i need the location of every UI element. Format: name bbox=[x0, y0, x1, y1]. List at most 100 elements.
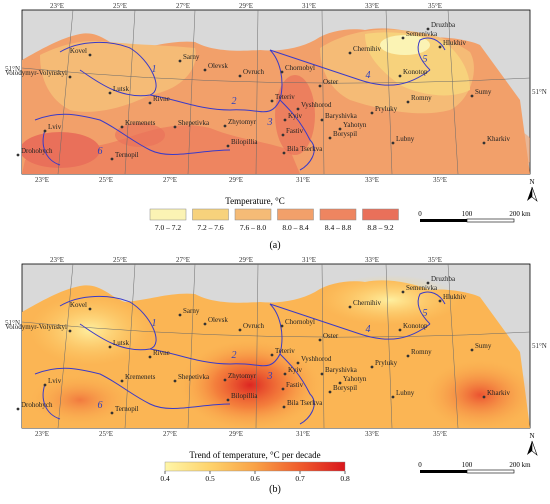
city-marker-shepetivka bbox=[173, 125, 177, 129]
city-marker-bila-tserkva bbox=[282, 151, 286, 155]
legend-a-items: 7.0 – 7.2 7.2 – 7.6 7.6 – 8.0 8.0 – 8.4 8.4 … bbox=[149, 208, 399, 232]
city-label-volodymyr-volynskyi: Volodymyr-Volynskyi bbox=[5, 323, 67, 331]
scalebar-b-tick-0: 0 bbox=[418, 461, 422, 469]
legend-a-label-2: 7.2 – 7.6 bbox=[197, 223, 224, 232]
region-label-5: 5 bbox=[423, 54, 428, 65]
city-marker-olevsk bbox=[203, 68, 207, 72]
scalebar-b-tick-100: 100 bbox=[462, 461, 473, 469]
city-label-baryshivka: Baryshivka bbox=[325, 112, 358, 120]
latitude-label-right: 51°N bbox=[532, 342, 547, 350]
north-arrow-a-arrow-left bbox=[527, 187, 532, 201]
legend-a-swatch-1 bbox=[149, 208, 187, 221]
region-boundaries-b bbox=[34, 291, 446, 425]
city-label-ovruch: Ovruch bbox=[243, 322, 264, 330]
scalebar-b-tick-200-km: 200 km bbox=[509, 461, 531, 469]
scalebar-a-tick-100: 100 bbox=[462, 210, 473, 218]
trend-surface-b bbox=[22, 275, 530, 428]
city-label-hlukhiv: Hlukhiv bbox=[443, 293, 466, 301]
city-marker-vyshhorod bbox=[296, 361, 300, 365]
city-marker-fastiv bbox=[281, 133, 285, 137]
city-marker-olevsk bbox=[203, 322, 207, 326]
city-label-teteriv: Teteriv bbox=[275, 93, 295, 101]
scalebar-a-segment-1 bbox=[420, 219, 467, 222]
city-label-drohobych: Drohobych bbox=[21, 147, 53, 155]
city-marker-baryshivka bbox=[320, 372, 324, 376]
region-label-3: 3 bbox=[267, 371, 273, 382]
legend-a-label-5: 8.4 – 8.8 bbox=[325, 223, 352, 232]
graticule-top-25-e: 25°E bbox=[113, 2, 127, 10]
city-marker-lviv bbox=[43, 129, 47, 133]
city-label-zhytomyr: Zhytomyr bbox=[228, 118, 257, 126]
city-marker-lubny bbox=[391, 395, 395, 399]
zone-8-4-8-8 bbox=[22, 125, 300, 174]
graticule-top-27-e: 27°E bbox=[176, 2, 190, 10]
city-label-ternopil: Ternopil bbox=[115, 405, 139, 413]
graticule-top-29-e: 29°E bbox=[239, 2, 253, 10]
city-marker-hlukhiv bbox=[438, 299, 442, 303]
graticule-bottom-27-e: 27°E bbox=[163, 430, 177, 438]
city-label-lviv: Lviv bbox=[48, 377, 62, 385]
city-label-teteriv: Teteriv bbox=[275, 347, 295, 355]
city-label-lutsk: Lutsk bbox=[113, 339, 129, 347]
city-label-bila-tserkva: Bila Tserkva bbox=[287, 145, 323, 153]
city-marker-bila-tserkva bbox=[282, 405, 286, 409]
city-label-konotop: Konotop bbox=[403, 322, 428, 330]
city-marker-romny bbox=[406, 354, 410, 358]
city-marker-teteriv bbox=[270, 99, 274, 103]
graticule-lines-b bbox=[22, 264, 530, 428]
city-marker-konotop bbox=[398, 74, 402, 78]
graticule-bottom-33-e: 33°E bbox=[365, 430, 379, 438]
city-marker-bilopillia bbox=[226, 144, 230, 148]
region-label-4: 4 bbox=[366, 70, 371, 81]
scalebar-b-segment-1 bbox=[420, 470, 467, 473]
city-label-kremenets: Kremenets bbox=[125, 119, 156, 127]
city-marker-ovruch bbox=[238, 328, 242, 332]
city-label-ternopil: Ternopil bbox=[115, 151, 139, 159]
city-label-chornobyl: Chornobyl bbox=[285, 64, 315, 72]
trend-high-southwest bbox=[30, 375, 130, 425]
zone-8-8-9-2-west bbox=[22, 132, 100, 168]
region-label-2: 2 bbox=[232, 96, 237, 107]
north-arrow-a-arrow-right bbox=[531, 186, 538, 202]
panel-b-map bbox=[21, 263, 531, 429]
city-marker-zhytomyr bbox=[223, 378, 227, 382]
city-label-olevsk: Olevsk bbox=[208, 316, 228, 324]
latitude-label-left: 51°N bbox=[5, 319, 20, 327]
city-label-baryshivka: Baryshivka bbox=[325, 366, 358, 374]
city-label-kyiv: Kyiv bbox=[288, 112, 303, 120]
graticule-bottom-31-e: 31°E bbox=[296, 430, 310, 438]
legend-a-swatch-6 bbox=[362, 208, 399, 221]
legend-a-swatch-2 bbox=[192, 208, 229, 221]
city-marker-semenivka bbox=[401, 36, 405, 40]
city-marker-vyshhorod bbox=[296, 107, 300, 111]
city-label-lubny: Lubny bbox=[396, 135, 415, 143]
city-label-sarny: Sarny bbox=[183, 307, 200, 315]
legend-a-swatch-5 bbox=[319, 208, 357, 221]
city-label-pryluky: Pryluky bbox=[375, 359, 398, 367]
graticule-top-23-e: 23°E bbox=[50, 2, 64, 10]
region-label-6: 6 bbox=[98, 146, 103, 157]
city-marker-chornobyl bbox=[280, 324, 284, 328]
city-label-oster: Oster bbox=[323, 332, 339, 340]
panel-label-b: (b) bbox=[269, 484, 281, 495]
graticule-bottom-25-e: 25°E bbox=[99, 176, 113, 184]
legend-b-tick-0-8: 0.8 bbox=[340, 474, 350, 483]
region-label-4: 4 bbox=[366, 324, 371, 335]
city-label-vyshhorod: Vyshhorod bbox=[301, 101, 332, 109]
city-marker-kharkiv bbox=[482, 395, 486, 399]
graticule-top-31-e: 31°E bbox=[302, 2, 316, 10]
graticule-top-23-e: 23°E bbox=[50, 256, 64, 264]
graticule-top-31-e: 31°E bbox=[302, 256, 316, 264]
city-label-shepetivka: Shepetivka bbox=[178, 373, 210, 381]
north-arrow-b-arrow-left bbox=[527, 441, 532, 455]
legend-a: Temperature, °C 7.0 – 7.2 7.2 – 7.6 7.6 – … bbox=[149, 196, 399, 232]
north-arrow-a-letter: N bbox=[529, 178, 534, 186]
scalebar-a-tick-0: 0 bbox=[418, 210, 422, 218]
legend-a-label-1: 7.0 – 7.2 bbox=[155, 223, 182, 232]
city-label-yahotyn: Yahotyn bbox=[343, 121, 367, 129]
labels-panel-b: 23°E 25°E 27°E 29°E 31°E 33°E 35°E 23°E 25°E 27°E… bbox=[5, 256, 547, 438]
graticule-top-29-e: 29°E bbox=[239, 256, 253, 264]
city-label-kovel: Kovel bbox=[70, 47, 87, 55]
city-label-chornobyl: Chornobyl bbox=[285, 318, 315, 326]
